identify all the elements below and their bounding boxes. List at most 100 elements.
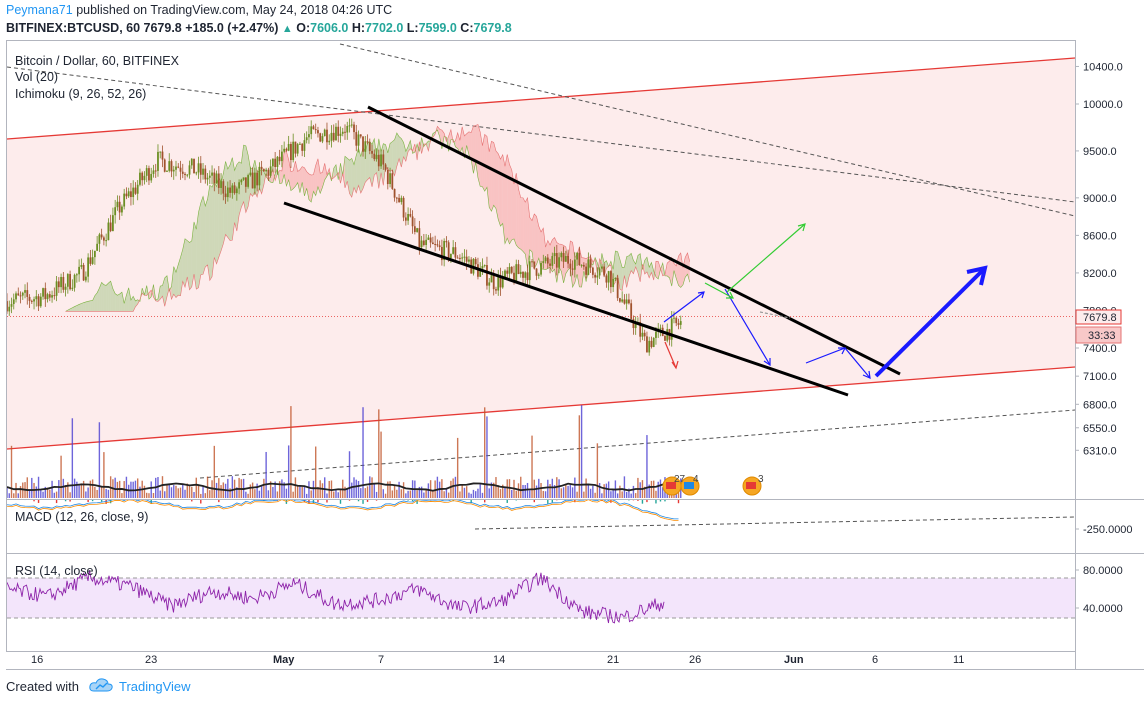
close-value: 7679.8 [473,21,512,35]
candle-body [69,274,71,290]
volume-bar [229,488,231,498]
cloud-segment [484,134,487,192]
candle-body [486,265,488,286]
macd-lines [7,500,680,521]
volume-bar [184,489,186,498]
volume-bar [425,489,427,498]
wedge-lower-line [283,201,849,397]
author-link[interactable]: Peymana71 [6,3,73,17]
price-axis-label: 7400.0 [1083,343,1117,355]
volume-bar [382,489,385,498]
candle-body [344,131,346,133]
volume-bar [58,480,60,498]
candle-body [456,257,459,259]
cloud-segment [358,147,361,194]
candle-body [328,140,331,143]
candle-body [305,137,308,141]
volume-bar [281,479,283,498]
volume-bar [44,486,47,498]
volume-bar [186,483,188,498]
volume-bar [333,491,335,498]
volume-bar [562,487,565,498]
main-pane[interactable] [6,43,1075,498]
volume-bar [55,491,58,498]
wedge-upper-line [367,105,901,376]
candle-body [217,173,220,188]
volume-bar [258,490,261,498]
volume-bar [71,418,74,498]
candle-body [177,166,180,168]
cloud-segment [306,171,309,200]
volume-bar [296,485,299,498]
cloud-segment [615,250,618,283]
rsi-pane[interactable] [7,570,1075,624]
candle-body [603,266,606,276]
candle-body [479,268,482,277]
tradingview-logo-icon[interactable] [89,678,113,695]
cloud-segment [121,292,125,312]
candle-body [296,144,299,154]
volume-bar [355,479,357,498]
volume-bar [490,482,493,498]
volume-bar [571,487,574,498]
volume-bar [592,485,594,498]
candle-body [450,253,452,259]
candle-body [425,239,428,245]
candle-body [670,318,673,340]
volume-bar [589,488,592,498]
volume-bar [540,482,542,498]
volume-bar [299,486,301,498]
volume-bar [558,479,560,498]
cloud-segment [403,142,406,162]
cloud-segment [317,158,321,194]
publish-header: Peymana71 published on TradingView.com, … [6,3,392,17]
candle-body [542,261,545,263]
candle-body [571,268,574,270]
cloud-segment [112,288,116,312]
tradingview-link[interactable]: TradingView [118,679,191,694]
cloud-segment [196,212,199,290]
event-badge-group[interactable]: 27 4 3 [662,474,764,496]
candle-body [569,263,572,269]
candle-body [330,132,333,141]
volume-bar [493,482,495,498]
cloud-segment [613,250,616,286]
volume-bar [283,482,285,498]
macd-histogram-bar [470,500,472,504]
volume-bar [380,431,382,498]
cloud-segment [511,169,514,240]
senkou-span-b [65,124,691,312]
macd-pane[interactable] [7,498,1075,530]
volume-bar [375,491,378,498]
volume-bar [175,485,177,498]
candle-body [395,197,398,199]
time-axis[interactable]: 16 23 May 7 14 21 26 Jun 6 11 [31,654,964,666]
candle-body [265,169,268,172]
time-tick-23: 23 [145,654,157,666]
candle-body [35,296,38,300]
volume-bar [251,482,254,498]
volume-bar [612,489,614,498]
candle-body [650,340,653,347]
cloud-segment [387,143,391,172]
candle-body [576,252,578,260]
candle-body [431,242,434,244]
volume-bar [580,405,583,498]
candle-body [393,188,396,198]
rsi-line [7,570,665,624]
us-flag-icon [746,482,756,489]
last-price-tag [1075,309,1122,325]
cloud-segment [304,167,307,196]
price-axis[interactable]: 10400.010000.09500.09000.08600.08200.078… [1075,61,1123,457]
macd-histogram-bar [551,500,554,503]
cloud-segment [137,299,140,305]
volume-bar [621,491,623,498]
candle-body [125,193,128,197]
candle-body [641,332,644,337]
symbol-header: BITFINEX:BTCUSD, 60 7679.8 +185.0 (+2.47… [6,21,512,35]
candle-body [445,240,448,243]
candle-body [488,282,491,286]
volume-bar [164,491,166,498]
macd-histogram-bar [33,500,35,502]
